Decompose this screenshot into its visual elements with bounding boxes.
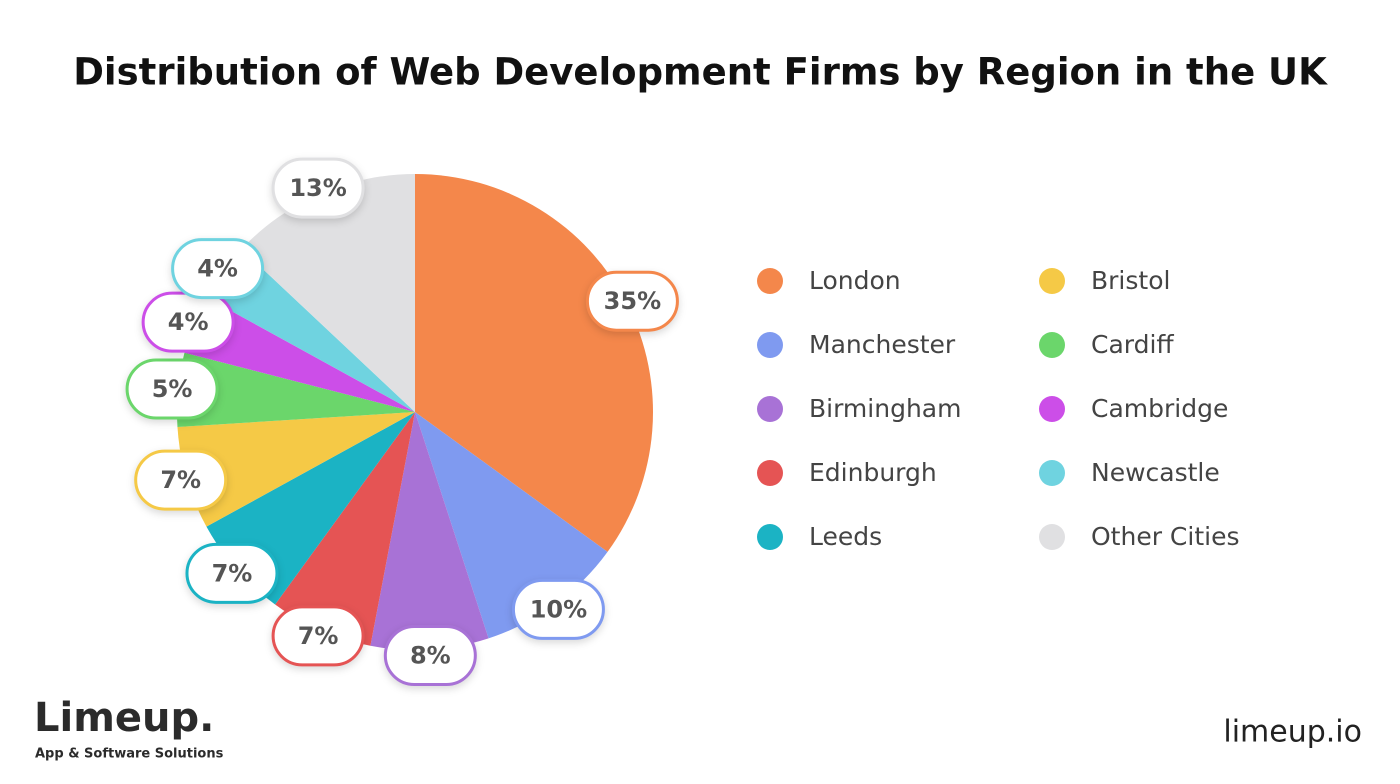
- slice: [370, 412, 489, 650]
- value-label-box: [585, 270, 679, 332]
- legend-swatch: [757, 268, 783, 294]
- value-label: 7%: [212, 559, 253, 587]
- value-label: 8%: [410, 642, 451, 670]
- value-label: 4%: [197, 255, 238, 283]
- value-label: 7%: [160, 466, 201, 494]
- legend-label: Manchester: [809, 330, 956, 359]
- legend-swatch: [1039, 396, 1065, 422]
- slice: [415, 174, 653, 552]
- legend-swatch: [757, 460, 783, 486]
- slice: [184, 297, 415, 412]
- legend-swatch: [1039, 460, 1065, 486]
- legend-swatch: [1039, 524, 1065, 550]
- legend-label: Bristol: [1091, 266, 1170, 295]
- value-label-box: [171, 238, 265, 300]
- legend-label: London: [809, 266, 901, 295]
- legend-swatch: [757, 332, 783, 358]
- value-label: 13%: [289, 174, 346, 202]
- value-label-box: [185, 542, 279, 604]
- legend-label: Leeds: [809, 522, 882, 551]
- legend-label: Edinburgh: [809, 458, 937, 487]
- value-label: 5%: [152, 375, 193, 403]
- legend-label: Cardiff: [1091, 330, 1174, 359]
- chart-title: Distribution of Web Development Firms by…: [73, 51, 1328, 94]
- value-labels: 35% 10% 8% 7% 7% 7% 5% 4% 4% 13%: [125, 157, 679, 687]
- slice: [206, 249, 415, 412]
- legend-swatch: [757, 524, 783, 550]
- website: limeup.io: [1223, 715, 1362, 750]
- value-label: 10%: [530, 595, 587, 623]
- legend-label: Newcastle: [1091, 458, 1220, 487]
- legend-label: Cambridge: [1091, 394, 1228, 423]
- logo-name: Limeup.: [34, 695, 214, 741]
- slice: [275, 412, 415, 646]
- slice: [241, 174, 415, 412]
- legend-label: Birmingham: [809, 394, 961, 423]
- value-label: 4%: [168, 308, 209, 336]
- value-label-box: [271, 157, 365, 219]
- legend-swatch: [1039, 332, 1065, 358]
- legend-swatch: [757, 396, 783, 422]
- value-label-box: [271, 605, 365, 667]
- slice: [177, 412, 415, 527]
- legend: London Manchester Birmingham Edinburgh Leeds…: [757, 266, 1240, 551]
- value-label: 35%: [604, 287, 661, 315]
- value-label-box: [511, 578, 605, 640]
- value-label-box: [134, 449, 228, 511]
- value-label: 7%: [298, 622, 339, 650]
- logo-tagline: App & Software Solutions: [35, 747, 224, 762]
- legend-label: Other Cities: [1091, 522, 1240, 551]
- slice: [177, 352, 415, 427]
- legend-swatch: [1039, 268, 1065, 294]
- value-label-box: [125, 358, 219, 420]
- value-label-box: [383, 625, 477, 687]
